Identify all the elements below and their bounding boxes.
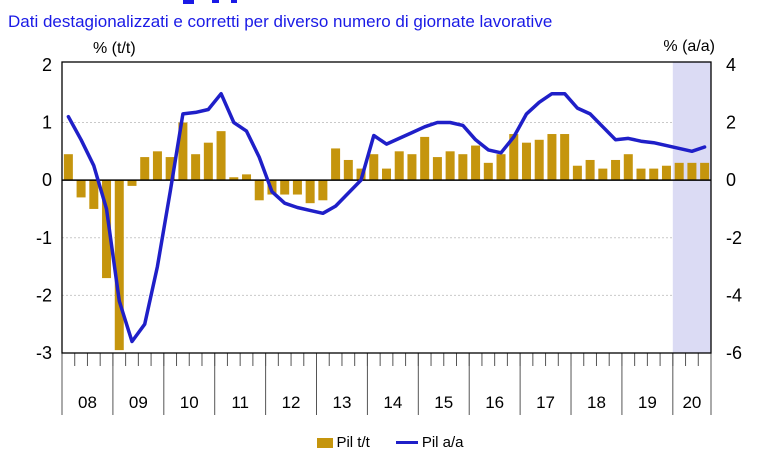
gdp-bar <box>521 142 531 181</box>
legend-line-label: Pil a/a <box>421 434 464 451</box>
legend-line-swatch <box>395 440 418 445</box>
right-axis-tick-label: 4 <box>726 55 736 75</box>
chart-subtitle: Dati destagionalizzati e corretti per di… <box>8 12 553 31</box>
gdp-bar <box>445 151 455 181</box>
forecast-band <box>672 62 711 353</box>
gdp-bar <box>623 154 633 181</box>
year-label: 18 <box>587 393 606 412</box>
gdp-bar <box>661 165 671 181</box>
legend-bar-label: Pil t/t <box>336 434 370 451</box>
gdp-bar <box>114 180 124 351</box>
year-label: 17 <box>536 393 555 412</box>
gdp-bar <box>280 180 290 195</box>
gdp-bar <box>127 180 137 186</box>
gdp-bar <box>76 180 86 198</box>
gdp-bar <box>102 180 112 279</box>
year-label: 19 <box>638 393 657 412</box>
gdp-bar <box>191 154 201 181</box>
gdp-bar <box>63 154 73 181</box>
right-axis-tick-label: -6 <box>726 343 742 363</box>
gdp-bar <box>636 168 646 181</box>
gdp-bar <box>547 134 557 181</box>
legend-item-pil-aa: Pil a/a <box>395 434 464 451</box>
gdp-bar <box>585 159 595 181</box>
left-axis-tick-label: -3 <box>36 343 52 363</box>
right-axis-tick-label: 0 <box>726 170 736 190</box>
year-label: 14 <box>383 393 402 412</box>
gdp-bar <box>407 154 417 181</box>
gdp-bar <box>242 174 252 181</box>
gdp-bar <box>534 139 544 181</box>
gdp-bar <box>203 142 213 181</box>
gdp-bar <box>611 159 621 181</box>
gdp-bar <box>700 162 710 181</box>
left-axis-tick-label: -2 <box>36 285 52 305</box>
left-axis-tick-label: 2 <box>42 55 52 75</box>
gdp-bar <box>649 168 659 181</box>
gdp-bar <box>178 122 188 181</box>
gdp-bar <box>420 136 430 181</box>
legend-bar-swatch <box>317 437 334 448</box>
legend-item-pil-tt: Pil t/t <box>317 434 370 451</box>
year-label: 15 <box>434 393 453 412</box>
year-label: 11 <box>231 393 249 412</box>
gdp-bar <box>674 162 684 181</box>
year-label: 08 <box>78 393 97 412</box>
year-label: 13 <box>332 393 351 412</box>
gdp-bar <box>343 159 353 181</box>
right-axis-tick-label: -2 <box>726 228 742 248</box>
gdp-bar <box>216 131 226 181</box>
gdp-bar <box>229 177 239 181</box>
gdp-bar <box>483 162 493 181</box>
right-axis-tick-label: -4 <box>726 285 742 305</box>
plot-border <box>61 61 712 354</box>
gdp-bar <box>292 180 302 195</box>
gdp-bar <box>598 168 608 181</box>
gdp-bar <box>305 180 315 204</box>
gdp-bar <box>152 151 162 181</box>
gdp-bar <box>432 157 442 181</box>
year-label: 16 <box>485 393 504 412</box>
gdp-bar <box>331 148 341 181</box>
gdp-bar <box>254 180 264 201</box>
right-axis-unit-label: % (a/a) <box>663 38 715 55</box>
left-axis-tick-label: 0 <box>42 170 52 190</box>
right-axis-tick-label: 2 <box>726 113 736 133</box>
gdp-bar <box>318 180 328 201</box>
gdp-bar <box>687 162 697 181</box>
gdp-bar <box>572 165 582 181</box>
gdp-bar <box>382 168 391 181</box>
gdp-bar <box>560 134 570 181</box>
left-axis-tick-label: -1 <box>36 228 52 248</box>
gdp-bar <box>89 180 99 209</box>
gdp-bar <box>458 154 468 181</box>
gdp-bar <box>471 145 481 181</box>
gdp-bar <box>140 157 150 181</box>
year-label: 10 <box>180 393 199 412</box>
year-label: 20 <box>682 393 701 412</box>
year-label: 09 <box>129 393 148 412</box>
legend: Pil t/t Pil a/a <box>0 434 781 451</box>
gdp-bar <box>165 157 175 181</box>
gdp-line <box>66 91 707 344</box>
gdp-bar <box>509 134 519 181</box>
year-label: 12 <box>282 393 301 412</box>
left-axis-unit-label: % (t/t) <box>93 40 136 57</box>
gdp-bar <box>496 154 506 181</box>
gdp-bar <box>369 154 379 181</box>
left-axis-tick-label: 1 <box>42 113 52 133</box>
gdp-bar <box>394 151 404 181</box>
